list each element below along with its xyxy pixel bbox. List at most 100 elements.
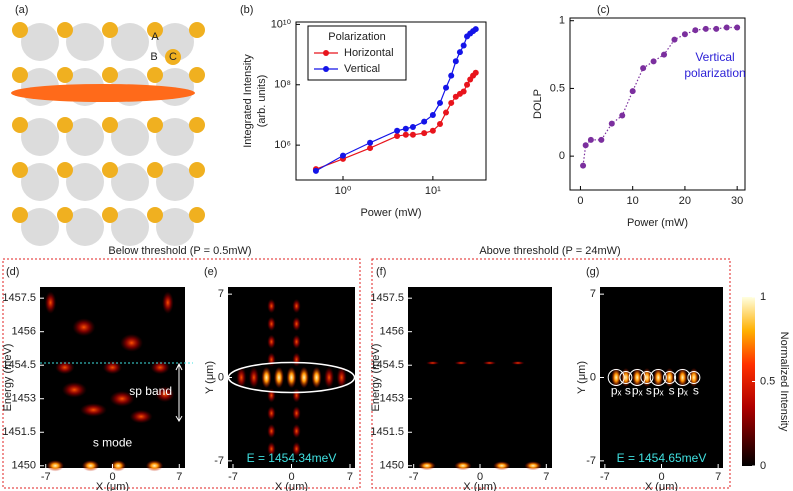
heatmap-spot: [286, 366, 297, 389]
data-point: [394, 127, 401, 134]
x-tick-label: -7: [228, 471, 238, 483]
mode-label: pₓ: [632, 384, 643, 398]
data-point: [671, 36, 678, 43]
heatmap-spot: [80, 403, 107, 417]
x-axis-label: Power (mW): [627, 217, 688, 229]
heatmap-spot: [129, 409, 153, 424]
atom-small: [189, 207, 205, 223]
x-tick-label: -7: [409, 471, 419, 483]
heatmap-spot: [72, 318, 96, 337]
x-tick-label: 0: [477, 471, 483, 483]
y-tick-label: -7: [586, 455, 596, 467]
data-point: [598, 136, 605, 143]
data-point: [661, 51, 668, 58]
heatmap-spot: [324, 366, 335, 389]
y-axis-label: Y (μm): [204, 361, 216, 394]
atom-large: [66, 118, 104, 156]
data-point: [608, 120, 615, 127]
heatmap-spot: [524, 461, 542, 471]
heatmap-spot: [482, 361, 497, 365]
site-label: B: [150, 51, 157, 63]
annotation: E = 1454.34meV: [247, 451, 337, 465]
data-point: [402, 125, 409, 132]
atom-large: [111, 208, 149, 246]
plot-frame: [569, 17, 746, 191]
x-tick-label: -7: [600, 471, 610, 483]
heatmap-spot: [292, 423, 301, 439]
y-tick-label: 1454.5: [370, 359, 404, 371]
data-point: [681, 31, 688, 38]
data-point: [692, 27, 699, 34]
legend-marker: [323, 66, 329, 72]
heatmap-spot: [162, 291, 174, 314]
annotation: s mode: [93, 436, 133, 450]
data-point: [443, 84, 450, 91]
mode-outline: [663, 371, 677, 384]
atom-large: [21, 23, 59, 61]
legend-label: Horizontal: [344, 47, 394, 59]
panel-label: (b): [240, 4, 253, 16]
atom-large: [21, 163, 59, 201]
atom-large: [111, 163, 149, 201]
heatmap-spot: [155, 386, 175, 403]
y-tick-label: 1456: [380, 326, 404, 338]
x-axis-label: Power (mW): [360, 207, 421, 219]
atom-small: [12, 162, 28, 178]
atom-small: [189, 117, 205, 133]
mode-label: s: [693, 384, 699, 398]
x-axis-label: X (μm): [463, 481, 496, 491]
legend-marker: [323, 50, 329, 56]
mode-label: s: [625, 384, 631, 398]
atom-large: [111, 118, 149, 156]
mode-outline: [619, 371, 633, 384]
y-tick-label: 1457.5: [370, 292, 404, 304]
atom-large: [156, 23, 194, 61]
heatmap-spot: [55, 360, 75, 375]
x-tick-label: 10⁰: [335, 185, 352, 197]
data-point: [460, 42, 467, 49]
x-tick-label: 30: [731, 195, 743, 207]
atom-small: [102, 67, 118, 83]
x-tick-label: 7: [715, 471, 721, 483]
mode-label: pₓ: [653, 384, 664, 398]
data-point: [723, 24, 730, 31]
mode-outline: [649, 369, 667, 386]
data-point: [472, 69, 479, 76]
x-tick-label: 0: [577, 195, 583, 207]
heatmap-spot: [150, 360, 170, 375]
mode-label: pₓ: [677, 384, 688, 398]
series-line: [582, 26, 738, 166]
heatmap-spot: [267, 352, 276, 367]
heatmap-spot: [454, 361, 468, 365]
atom-small: [147, 67, 163, 83]
atom-small: [189, 22, 205, 38]
annotation: E = 1454.65meV: [617, 451, 707, 465]
y-tick-label: 7: [590, 288, 596, 300]
heatmap-spot: [145, 460, 164, 472]
data-point: [429, 127, 436, 134]
heatmap-spot: [267, 298, 276, 314]
group-box: [2, 258, 361, 489]
heatmap-spot: [642, 367, 652, 388]
y-tick-label: 1453: [12, 393, 36, 405]
y-axis-label: Energy (meV): [370, 344, 382, 412]
x-tick-label: 10¹: [425, 185, 441, 197]
data-point: [448, 99, 455, 106]
atom-small: [57, 67, 73, 83]
annotation: sp band: [129, 384, 172, 398]
x-tick-label: 7: [347, 471, 353, 483]
y-tick-label: 10¹⁰: [271, 18, 292, 30]
heatmap-spot: [81, 460, 100, 472]
x-tick-label: 20: [679, 195, 691, 207]
data-point: [448, 72, 455, 79]
heatmap-spot: [110, 460, 126, 472]
atom-large: [156, 163, 194, 201]
data-point: [452, 58, 459, 65]
panel-label: (e): [204, 266, 217, 278]
x-tick-label: 10: [627, 195, 639, 207]
heatmap-spot: [292, 352, 301, 367]
heatmap-spot: [236, 366, 247, 389]
heatmap-spot: [621, 367, 631, 388]
data-point: [640, 65, 647, 72]
atom-small: [147, 22, 163, 38]
